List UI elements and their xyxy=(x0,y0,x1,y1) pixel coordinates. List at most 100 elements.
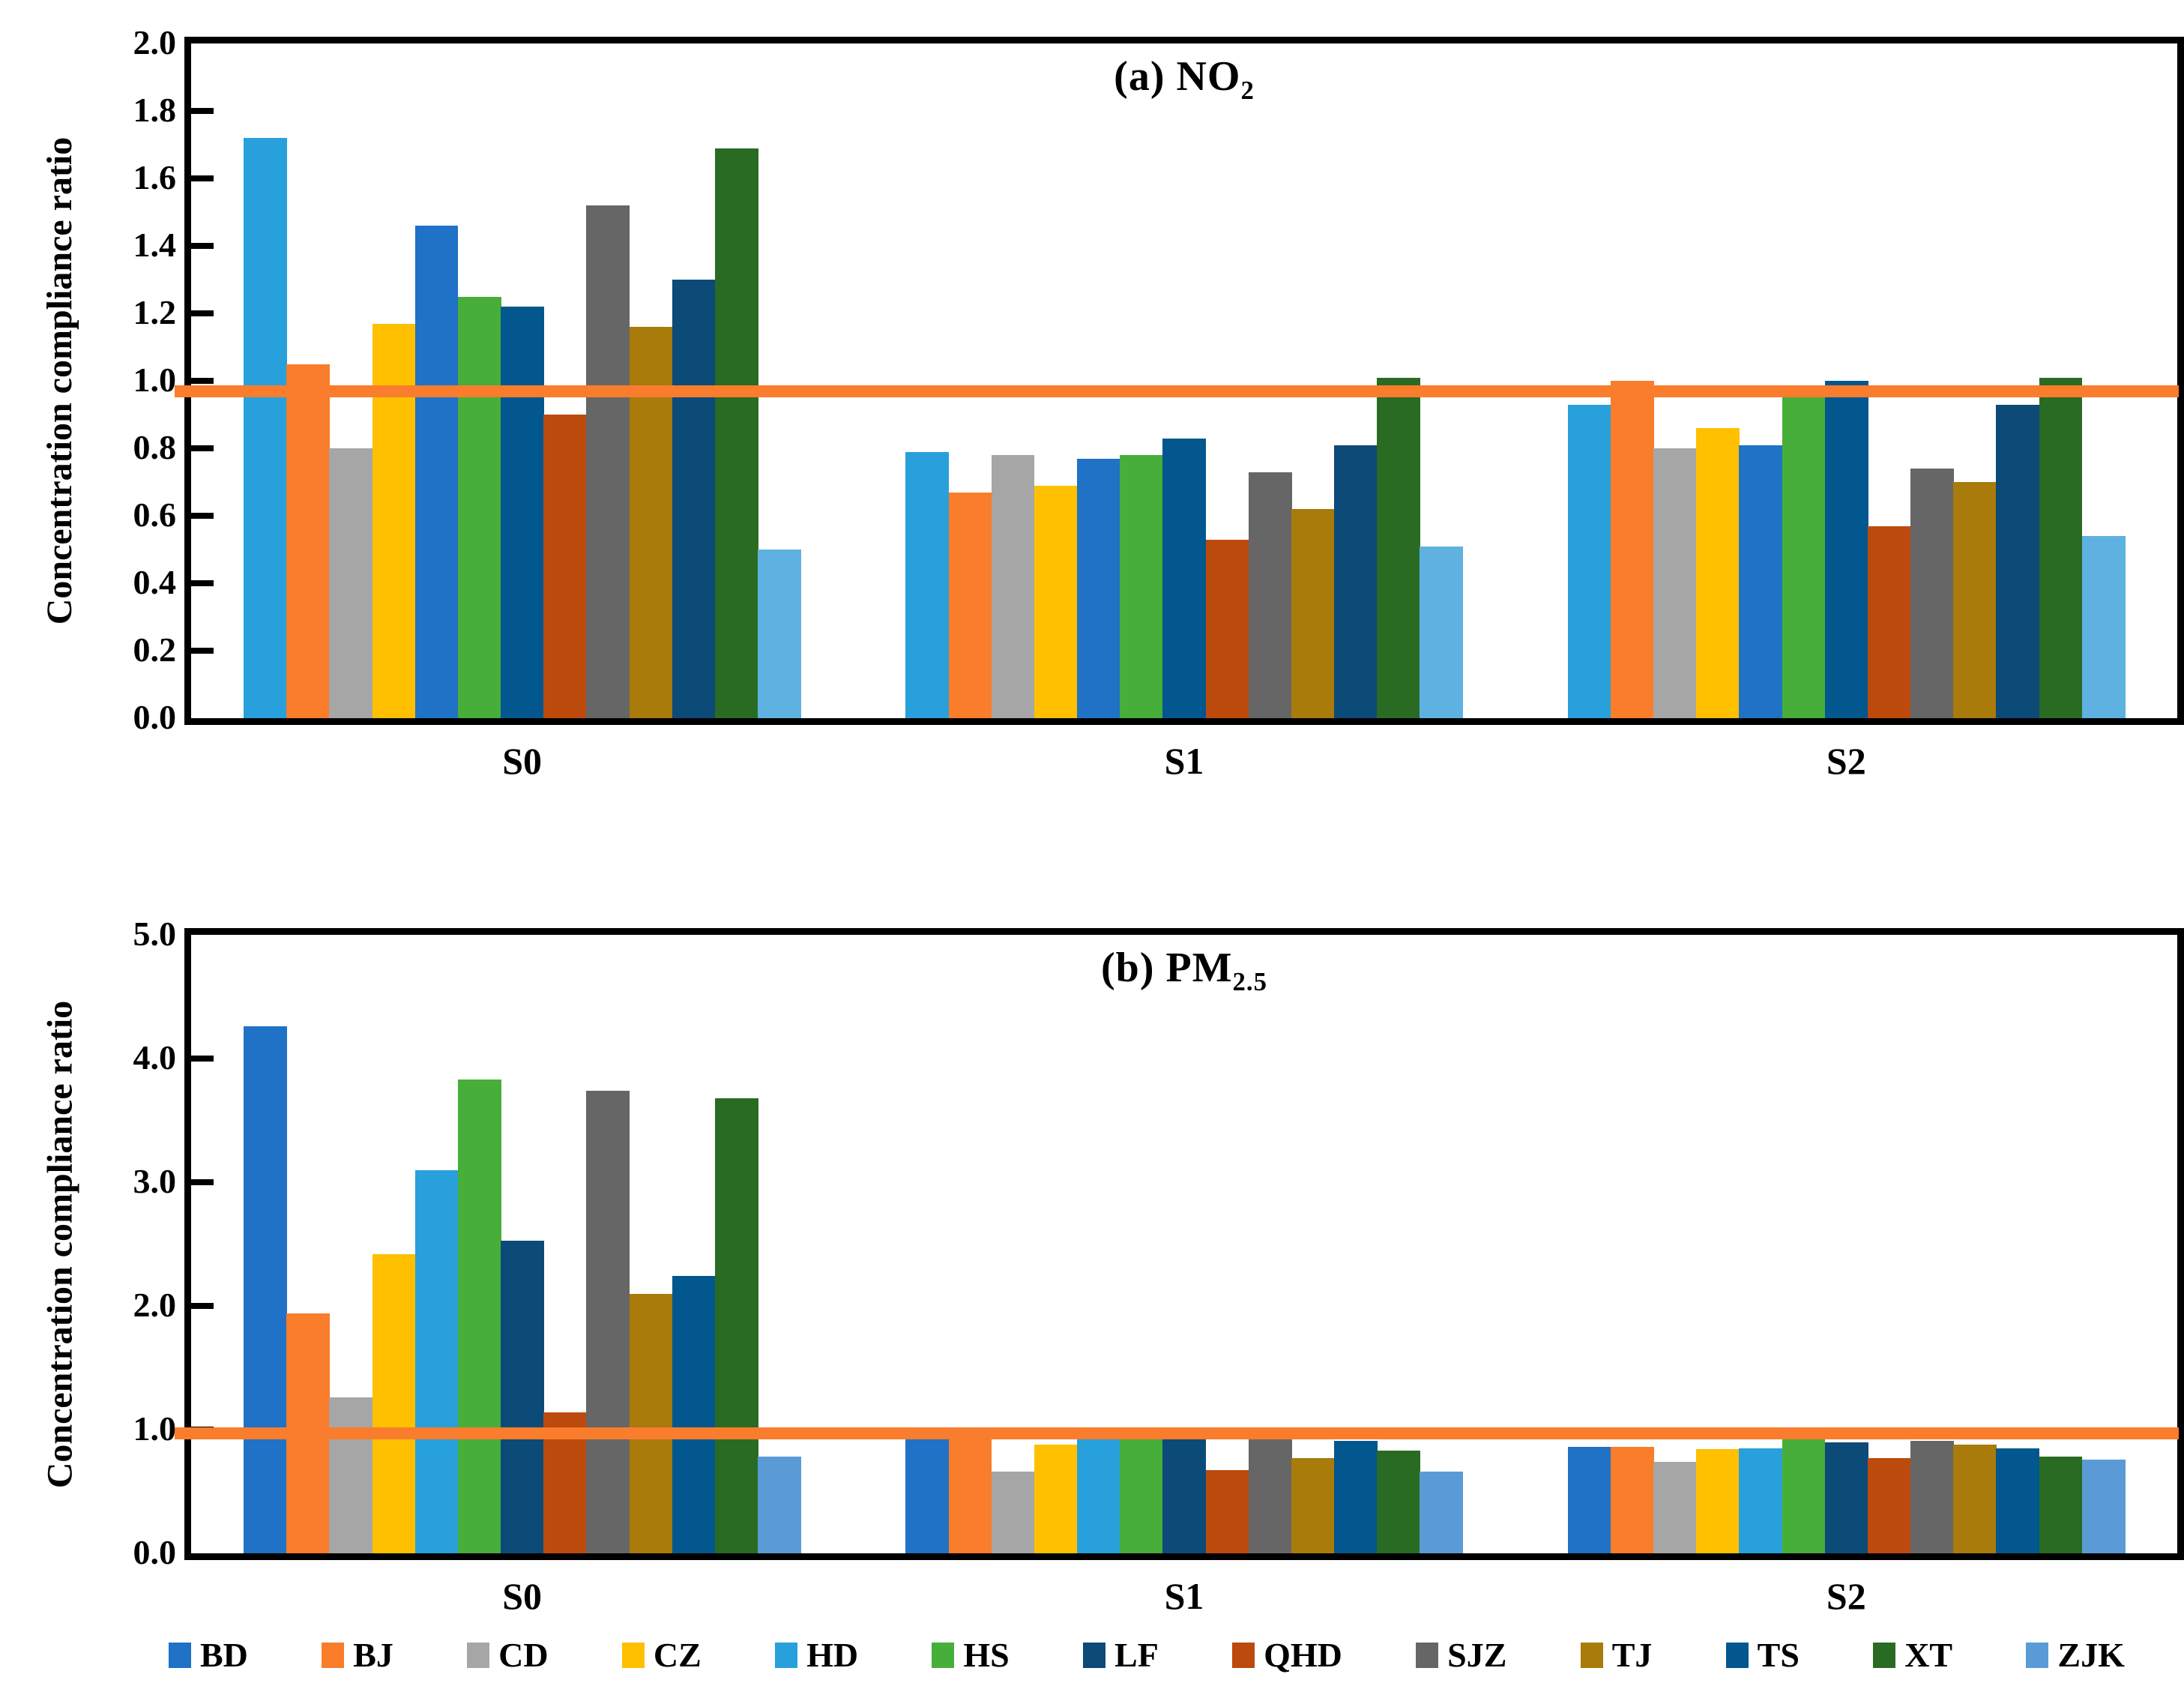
bar-cd-s1 xyxy=(991,455,1035,718)
category-label: S1 xyxy=(1164,1575,1204,1617)
bar-bj-s1 xyxy=(948,492,992,718)
bar-zjk-s0 xyxy=(758,550,801,718)
bar-zjk-s2 xyxy=(2081,536,2126,718)
legend-label: HD xyxy=(806,1636,859,1674)
bar-lf-s2 xyxy=(1824,1442,1868,1553)
legend-item-qhd: QHD xyxy=(1232,1638,1342,1673)
bar-cd-s1 xyxy=(991,1472,1035,1553)
legend-swatch xyxy=(1232,1643,1255,1668)
chart-title-subscript: 2.5 xyxy=(1232,967,1267,997)
bar-hs-s2 xyxy=(1782,394,1826,718)
legend-item-zjk: ZJK xyxy=(2026,1636,2125,1674)
legend-swatch xyxy=(1873,1643,1896,1668)
bar-bd-s2 xyxy=(1567,1447,1611,1553)
category-label: S0 xyxy=(502,740,543,782)
bar-ts-s1 xyxy=(1334,445,1378,718)
legend-swatch xyxy=(775,1643,798,1668)
tick-mark xyxy=(191,1056,214,1062)
legend-item-sjz: SJZ xyxy=(1416,1638,1506,1673)
legend-swatch xyxy=(1083,1643,1106,1668)
plot-area xyxy=(184,928,2184,1560)
chart-title-text: (a) NO xyxy=(1114,53,1241,100)
legend-label: BD xyxy=(200,1636,248,1674)
chart-title: (a) NO2 xyxy=(191,52,2177,106)
legend-label: XT xyxy=(1904,1636,1953,1674)
y-tick-label: 1.2 xyxy=(133,293,177,331)
legend-item-cd: CD xyxy=(467,1638,549,1673)
bar-bj-s2 xyxy=(1610,381,1654,718)
bar-hd-s2 xyxy=(1739,1448,1783,1553)
y-tick-label: 0.4 xyxy=(133,563,177,601)
chart-title-text: (b) PM xyxy=(1101,945,1233,991)
legend-label: LF xyxy=(1114,1636,1159,1674)
bar-ts-s2 xyxy=(1996,404,2040,718)
bar-bd-s0 xyxy=(244,1026,287,1553)
legend-label: HS xyxy=(963,1636,1010,1674)
legend-swatch xyxy=(322,1643,345,1668)
bar-tj-s0 xyxy=(629,1293,673,1553)
category-label: S0 xyxy=(502,1575,543,1617)
bar-bd-s2 xyxy=(1567,404,1611,718)
bar-bd-s0 xyxy=(244,138,287,718)
bar-sjz-s0 xyxy=(586,1090,630,1553)
bar-tj-s2 xyxy=(1953,1444,1997,1553)
bar-cz-s2 xyxy=(1696,1449,1740,1553)
y-tick-label: 2.0 xyxy=(133,23,177,61)
bar-ts-s2 xyxy=(1996,1448,2040,1553)
legend-label: TJ xyxy=(1611,1636,1653,1674)
y-tick-label: 1.6 xyxy=(133,158,177,196)
bar-hd-s0 xyxy=(414,1169,459,1553)
bar-qhd-s2 xyxy=(1867,1457,1911,1553)
bar-xt-s2 xyxy=(2039,1457,2083,1553)
legend: BD BJ CD CZ HD HS LF QHD SJZ TJ TS XT ZJK xyxy=(169,1638,2125,1673)
bar-zjk-s0 xyxy=(758,1457,801,1553)
y-tick-label: 1.8 xyxy=(133,91,177,129)
plot-area xyxy=(184,37,2184,725)
bar-bj-s1 xyxy=(948,1430,992,1553)
legend-item-tj: TJ xyxy=(1580,1636,1653,1674)
bar-lf-s2 xyxy=(1824,381,1868,718)
y-tick-label: 0.0 xyxy=(133,1533,177,1571)
legend-label: ZJK xyxy=(2057,1636,2125,1674)
bar-bd-s1 xyxy=(905,1430,950,1553)
bar-bj-s2 xyxy=(1610,1447,1654,1553)
legend-label: TS xyxy=(1757,1636,1800,1674)
y-tick-label: 2.0 xyxy=(133,1286,177,1324)
legend-item-bj: BJ xyxy=(322,1638,393,1673)
bar-ts-s0 xyxy=(672,1276,716,1553)
legend-swatch xyxy=(1725,1643,1749,1668)
tick-mark xyxy=(191,513,214,519)
bar-qhd-s0 xyxy=(543,415,588,718)
bar-cd-s0 xyxy=(329,1397,373,1553)
y-tick-label: 1.0 xyxy=(133,361,177,399)
bar-cd-s0 xyxy=(329,448,373,718)
y-tick-label: 0.0 xyxy=(133,698,177,736)
legend-item-hs: HS xyxy=(932,1636,1010,1674)
bar-hs-s0 xyxy=(457,1080,501,1553)
bar-cz-s1 xyxy=(1034,485,1078,718)
category-label: S2 xyxy=(1826,1575,1866,1617)
bar-zjk-s1 xyxy=(1420,546,1464,718)
bar-ts-s1 xyxy=(1334,1440,1378,1553)
bar-qhd-s1 xyxy=(1205,539,1249,718)
bar-cd-s2 xyxy=(1653,448,1697,718)
bar-cd-s2 xyxy=(1653,1461,1697,1553)
legend-swatch xyxy=(2026,1643,2049,1668)
y-tick-label: 1.4 xyxy=(133,226,177,264)
bar-lf-s1 xyxy=(1162,1428,1207,1553)
bar-cz-s1 xyxy=(1034,1444,1078,1553)
legend-swatch xyxy=(932,1643,955,1668)
legend-item-xt: XT xyxy=(1873,1638,1952,1673)
bar-cz-s0 xyxy=(372,1253,416,1553)
y-tick-label: 0.6 xyxy=(133,496,177,534)
bar-tj-s1 xyxy=(1291,1457,1335,1553)
tick-mark xyxy=(191,648,214,654)
bar-cz-s2 xyxy=(1696,428,1740,718)
bar-qhd-s2 xyxy=(1867,526,1911,718)
legend-label: QHD xyxy=(1264,1636,1342,1674)
tick-mark xyxy=(191,175,214,181)
tick-mark xyxy=(191,1179,214,1185)
bar-hs-s1 xyxy=(1120,1428,1163,1553)
bar-xt-s0 xyxy=(714,148,758,718)
bar-tj-s2 xyxy=(1953,482,1997,718)
